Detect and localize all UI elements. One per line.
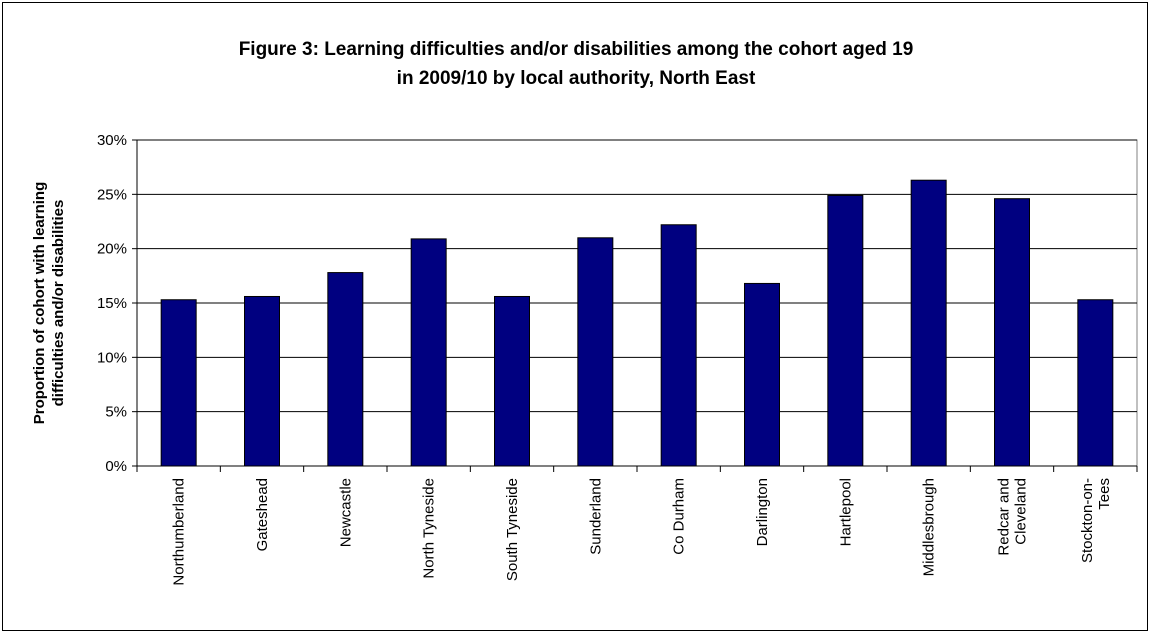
x-tick-label: Northumberland [171,478,188,586]
y-tick-label: 10% [97,349,127,366]
x-tick-label: Co Durham [671,478,688,555]
x-tick-label: Sunderland [587,478,604,555]
bar [744,282,780,467]
x-tick-label: South Tyneside [504,478,521,581]
y-axis-title-line-2: difficulties and/or disabilities [50,200,67,407]
bar [327,272,364,467]
y-tick-label: 30% [97,132,127,149]
plot-area [136,139,1138,467]
y-tick-labels: 0% 5% 10% 15% 20% 25% 30% [97,132,137,475]
y-axis-title: Proportion of cohort with learning diffi… [31,182,67,424]
x-tick-label: Tees [1096,478,1113,510]
x-tick-label: Darlington [754,478,771,546]
y-tick-label: 25% [97,186,127,203]
x-tick-label: Middlesbrough [921,478,938,576]
bar [577,237,614,467]
x-tick-label: Newcastle [337,478,354,547]
gridlines [137,139,1137,413]
bar [910,179,947,467]
x-tick-label: Hartlepool [837,478,854,546]
bar [827,194,864,467]
chart-title-line-2: in 2009/10 by local authority, North Eas… [396,68,756,89]
y-tick-label: 5% [105,404,127,421]
x-tick-label: Gateshead [254,478,271,551]
x-tick-label: Redcar and [996,478,1013,556]
y-axis-title-line-1: Proportion of cohort with learning [31,182,48,424]
bar [160,299,197,467]
bars [160,179,1114,467]
chart-title: Figure 3: Learning difficulties and/or d… [3,35,1149,93]
bar [660,224,697,467]
bar [494,295,530,467]
y-tick-label: 15% [97,295,127,312]
bar [244,295,280,467]
x-tick-label: Cleveland [1013,478,1030,545]
chart-title-line-1: Figure 3: Learning difficulties and/or d… [238,39,914,60]
bar [1077,299,1114,467]
bar [410,238,447,467]
x-tick-labels: Northumberland Gateshead Newcastle North Ty… [136,466,1138,586]
x-tick-label: North Tyneside [421,478,438,579]
bar [994,198,1030,467]
y-tick-label: 20% [97,241,127,258]
x-tick-label: Stockton-on- [1079,478,1096,563]
y-tick-label: 0% [105,458,127,475]
